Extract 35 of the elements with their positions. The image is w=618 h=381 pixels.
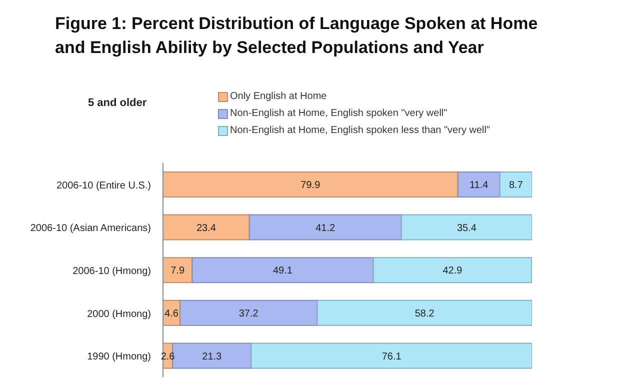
y-tick-label: 2006-10 (Entire U.S.) bbox=[56, 180, 151, 192]
legend-label: Only English at Home bbox=[230, 90, 327, 104]
data-label: 21.3 bbox=[202, 351, 222, 362]
data-label: 76.1 bbox=[382, 351, 402, 362]
bar bbox=[400, 214, 532, 240]
data-label: 35.4 bbox=[456, 222, 477, 234]
y-tick-label: 2006-10 (Asian Americans) bbox=[30, 223, 151, 234]
data-label: 23.4 bbox=[196, 222, 216, 234]
bar bbox=[499, 172, 532, 198]
y-tick-label: 1990 (Hmong) bbox=[87, 352, 151, 363]
chart-title: Figure 1: Percent Distribution of Language Spoken at Home and English Ability by Selected Populations and Year bbox=[55, 13, 539, 59]
bar bbox=[250, 342, 532, 369]
bar bbox=[163, 214, 250, 240]
data-label: 7.9 bbox=[170, 266, 185, 277]
bar bbox=[457, 172, 500, 198]
y-tick-label: 2006-10 (Hmong) bbox=[72, 266, 151, 277]
data-label: 37.2 bbox=[238, 308, 259, 320]
bar bbox=[192, 257, 374, 284]
text: 5 and older bbox=[88, 97, 147, 109]
data-label: 41.2 bbox=[316, 222, 336, 234]
legend-label: Non-English at Home, English spoken less than "very well" bbox=[230, 124, 490, 138]
data-label: 8.7 bbox=[508, 180, 524, 192]
data-label: 4.6 bbox=[164, 308, 179, 320]
data-label: 58.2 bbox=[414, 308, 435, 320]
bar bbox=[372, 257, 532, 284]
bar bbox=[163, 172, 458, 198]
bar bbox=[316, 300, 532, 326]
data-label: 79.9 bbox=[300, 180, 321, 192]
data-label: 49.1 bbox=[273, 266, 293, 277]
bar bbox=[179, 300, 318, 326]
y-tick-label: 2000 (Hmong) bbox=[87, 308, 151, 320]
data-label: 42.9 bbox=[442, 266, 463, 277]
data-label: 11.4 bbox=[469, 180, 489, 192]
bar bbox=[248, 214, 402, 240]
legend-label: Non-English at Home, English spoken "very well" bbox=[230, 107, 448, 121]
